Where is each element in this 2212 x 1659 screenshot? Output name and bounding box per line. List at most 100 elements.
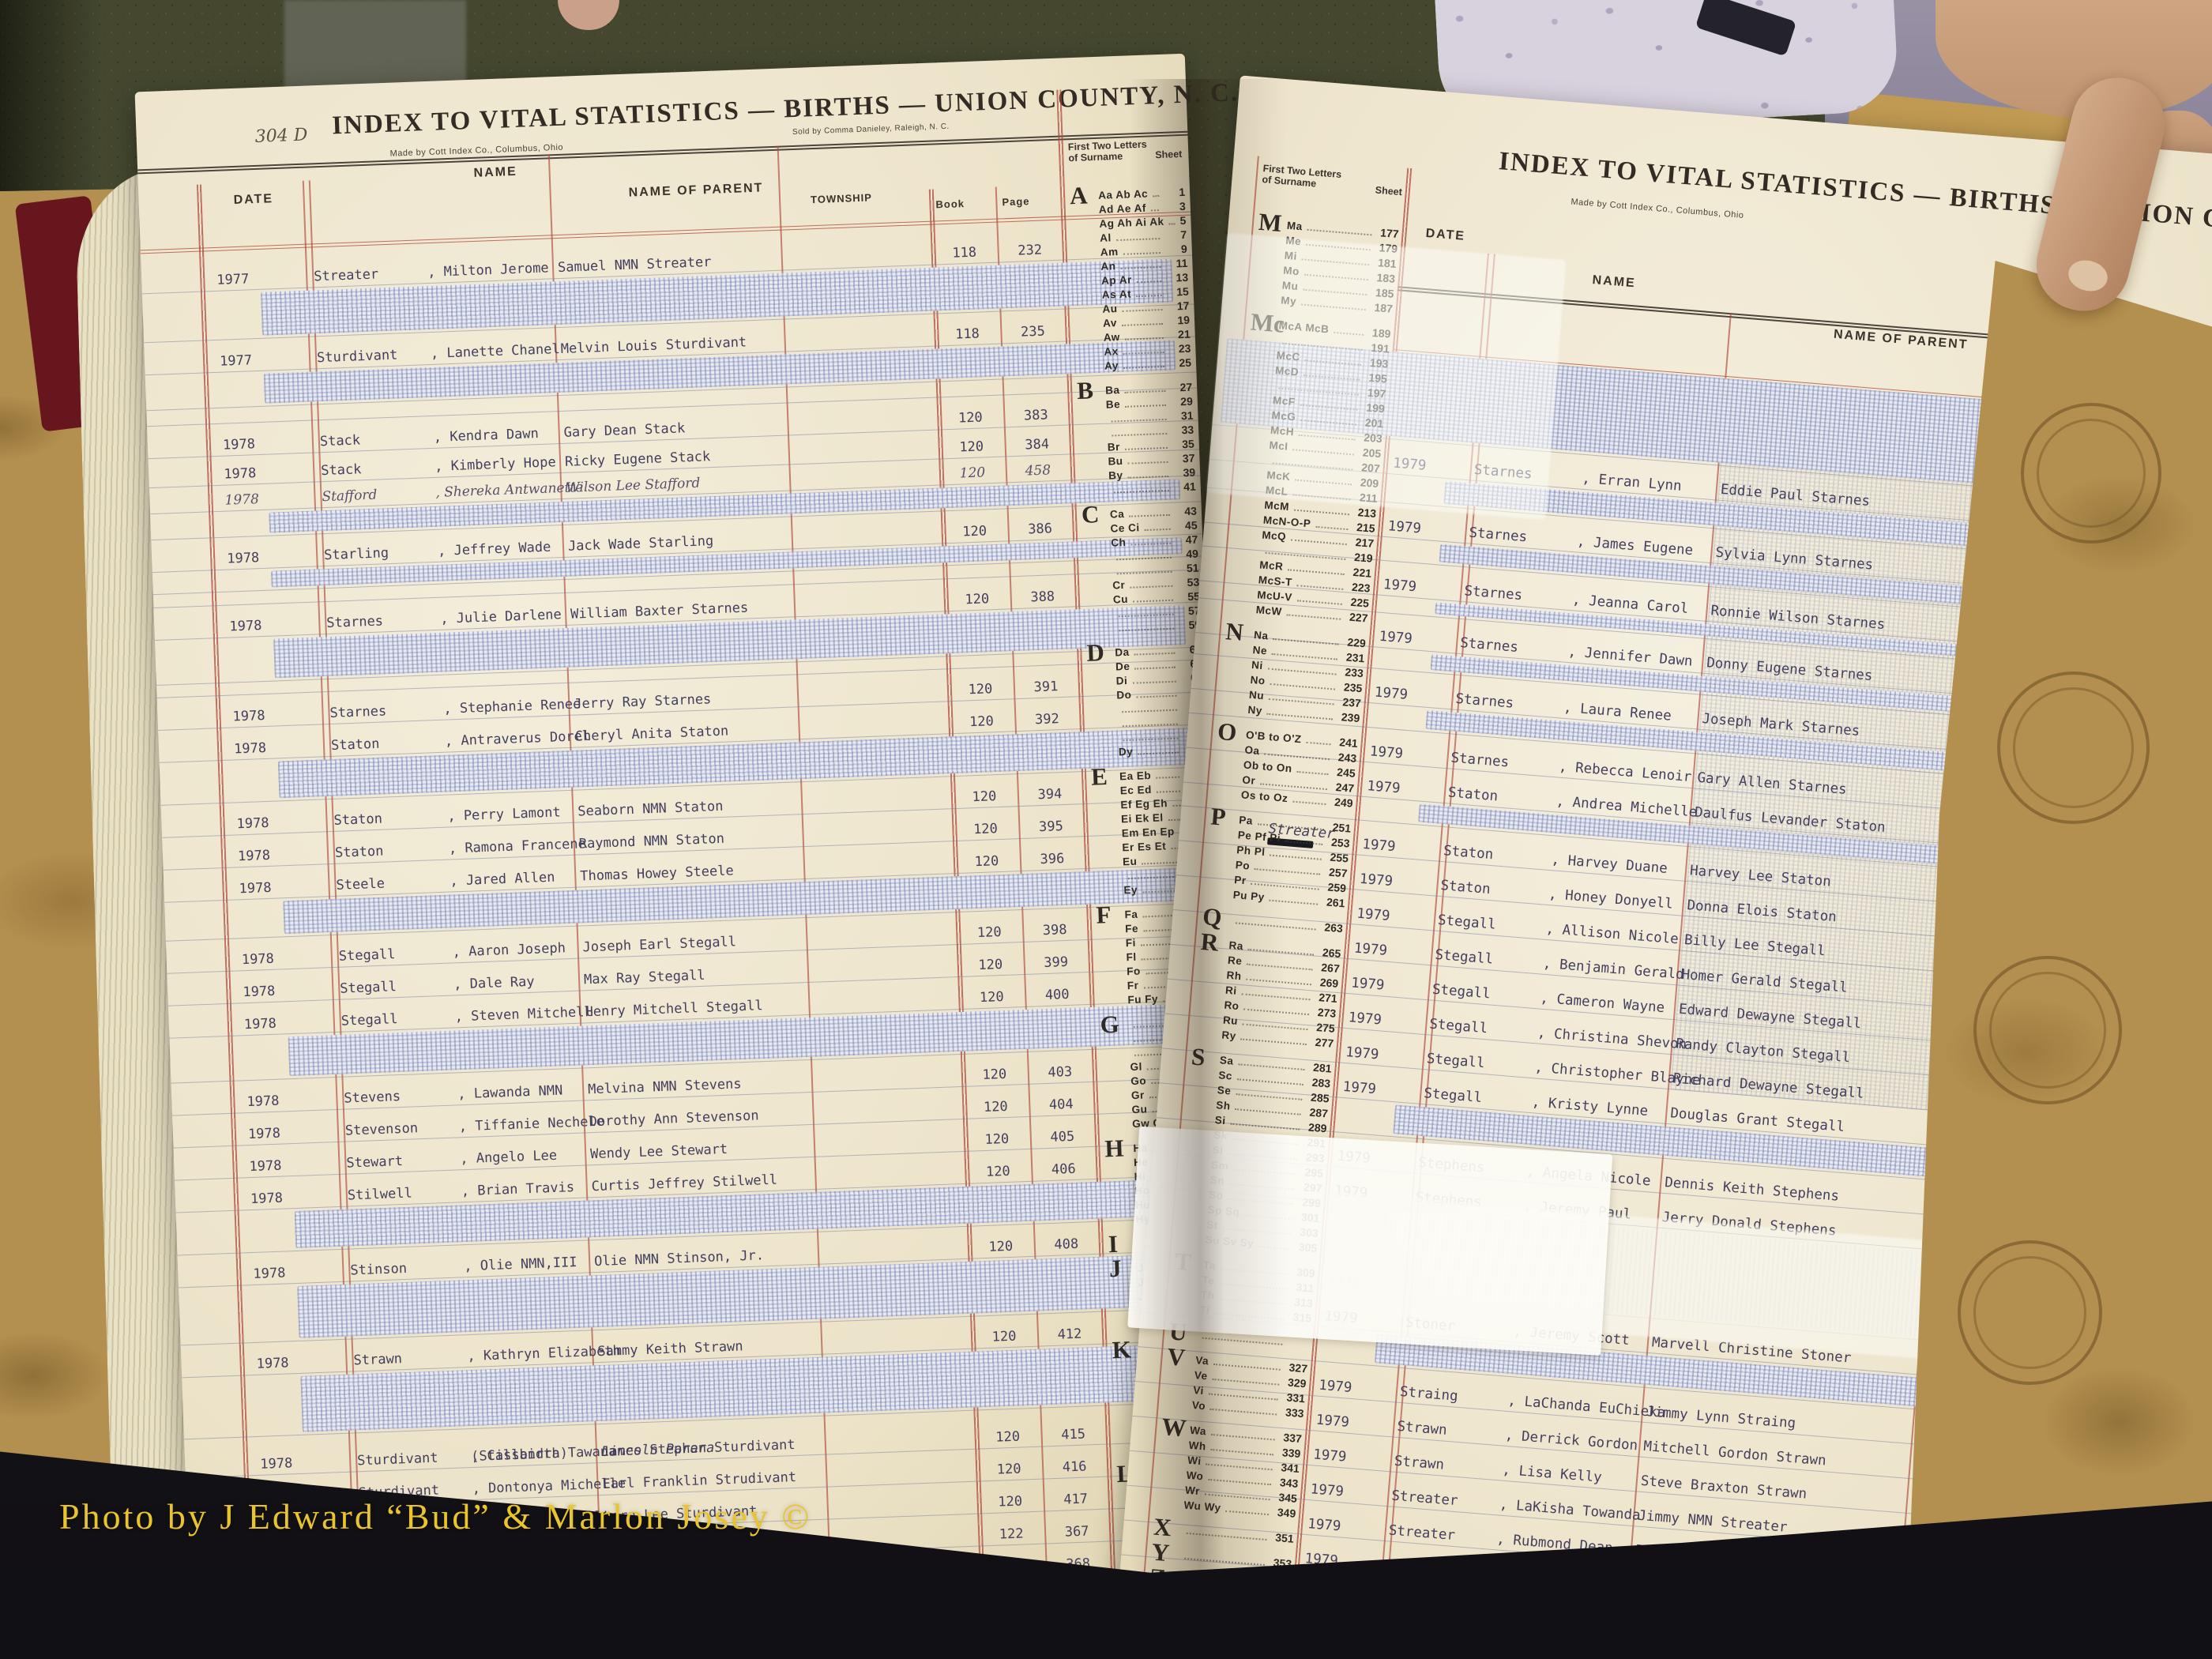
entry-date: 1978 <box>232 708 265 725</box>
col-header-date-right: DATE <box>1425 226 1466 243</box>
index-sheet-label: Sheet <box>1155 148 1183 161</box>
entry-page: 405 <box>1050 1129 1075 1146</box>
index-sheet-number: 249 <box>1334 795 1354 810</box>
entry-date: 1978 <box>253 1265 286 1282</box>
entry-parent: Wendy Lee Stewart <box>589 1142 728 1163</box>
index-codes: Ri <box>1224 984 1238 997</box>
entry-date: 1978 <box>243 1015 277 1033</box>
dotted-leader <box>1115 238 1161 242</box>
col-header-name-right: NAME <box>1591 273 1637 291</box>
entry-date: 1978 <box>233 740 267 758</box>
entry-surname: Streater <box>1388 1522 1456 1544</box>
entry-page <box>1001 306 1063 308</box>
entry-page: 383 <box>1023 407 1049 424</box>
dotted-leader <box>1124 446 1168 450</box>
entry-page <box>1035 1218 1097 1221</box>
entry-date: 1979 <box>1307 1515 1342 1535</box>
embossed-stamp <box>1973 956 2122 1104</box>
entry-given-name: , Kendra Dawn <box>433 426 540 446</box>
index-codes: As At <box>1101 288 1132 301</box>
dotted-leader <box>1119 627 1175 632</box>
index-codes: Bu <box>1108 454 1123 468</box>
index-sheet-number: 1 <box>1178 185 1186 199</box>
dotted-leader <box>1133 599 1174 603</box>
index-sheet-number: 263 <box>1323 920 1344 935</box>
entry-parent: Sammy Keith Strawn <box>597 1338 743 1360</box>
index-codes: Os to Oz <box>1240 788 1288 805</box>
index-codes: Fr <box>1127 979 1139 992</box>
entry-page: 232 <box>1017 242 1043 259</box>
entry-date: 1978 <box>256 1355 289 1373</box>
entry-page <box>1018 769 1080 771</box>
index-letter: Y <box>1150 1537 1171 1567</box>
entry-book <box>962 1049 1025 1051</box>
entry-given-name: , Lanette Chanel <box>430 340 560 362</box>
dotted-leader <box>1153 195 1160 198</box>
entry-date: 1978 <box>224 491 260 509</box>
entry-date: 1979 <box>1350 975 1386 995</box>
index-sheet-number: 21 <box>1177 327 1191 341</box>
entry-book <box>942 506 1006 508</box>
entry-book: 120 <box>979 988 1004 1006</box>
index-sheet-number: 11 <box>1176 256 1188 270</box>
entry-given-name: , Ramona Francene <box>448 835 587 857</box>
index-sheet-number: 15 <box>1176 284 1189 299</box>
entry-page: 395 <box>1038 818 1064 835</box>
entry-page: 398 <box>1042 921 1067 939</box>
index-codes: Ax <box>1104 345 1119 358</box>
embossed-stamp <box>2021 403 2161 544</box>
index-codes: Wi <box>1187 1454 1202 1468</box>
dotted-leader <box>1150 209 1159 212</box>
entry-page: 367 <box>1064 1523 1089 1541</box>
index-codes: McW <box>1255 604 1283 618</box>
index-sheet-number: 51 <box>1186 561 1199 575</box>
index-codes: Br <box>1107 441 1121 453</box>
index-codes: Go <box>1130 1074 1147 1088</box>
entry-surname: Strawn <box>1396 1418 1448 1439</box>
dotted-leader <box>1296 770 1329 776</box>
entry-book: 120 <box>972 788 997 805</box>
index-codes: Do <box>1116 688 1132 702</box>
index-codes: Se <box>1217 1084 1232 1097</box>
dotted-leader <box>1225 1510 1270 1516</box>
index-codes: Eu <box>1122 855 1138 868</box>
paper-strip <box>1127 1126 1613 1356</box>
entry-surname: Stewart <box>346 1153 404 1172</box>
index-line: X 351 <box>1153 1513 1295 1545</box>
entry-book <box>935 308 998 310</box>
index-sheet-number: 33 <box>1181 423 1194 437</box>
vellum-sheet-top <box>1206 232 1567 521</box>
entry-surname: Starnes <box>1468 525 1528 545</box>
index-sheet-number: 49 <box>1186 547 1199 561</box>
entry-book: 120 <box>959 465 986 482</box>
entry-given-name: , Olie NMN,III <box>463 1254 577 1274</box>
entry-surname: Starnes <box>1459 635 1519 656</box>
index-codes: Da <box>1115 645 1130 659</box>
index-codes: Sh <box>1215 1099 1232 1112</box>
index-codes: Gl <box>1130 1060 1143 1074</box>
entry-page: 384 <box>1024 436 1050 453</box>
dotted-leader <box>1286 614 1341 620</box>
entry-page: 394 <box>1037 785 1063 803</box>
entry-page: 392 <box>1034 711 1060 728</box>
entry-date: 1979 <box>1353 940 1388 960</box>
entry-surname: Starnes <box>329 703 387 722</box>
entry-page: 400 <box>1044 986 1070 1003</box>
index-sheet-number: 261 <box>1326 895 1346 910</box>
entry-surname: Stegall <box>338 946 396 965</box>
col-header-date-left: DATE <box>233 192 274 207</box>
dotted-leader <box>1112 432 1168 437</box>
entry-surname: Stegall <box>1428 1016 1488 1037</box>
index-codes: Pu Py <box>1232 889 1266 904</box>
dotted-leader <box>1144 528 1171 532</box>
entry-page <box>1038 1309 1100 1311</box>
entry-given-name: , Angelo Lee <box>459 1148 558 1168</box>
entry-surname: Staton <box>1439 878 1492 898</box>
entry-surname: Staton <box>1447 784 1499 805</box>
entry-page <box>1023 905 1085 907</box>
entry-date: 1978 <box>250 1190 284 1208</box>
dotted-leader <box>1116 556 1172 561</box>
index-sheet-number: 351 <box>1274 1530 1295 1545</box>
entry-parent: Gary Dean Stack <box>563 420 686 441</box>
entry-given-name: , Jared Allen <box>450 869 555 890</box>
